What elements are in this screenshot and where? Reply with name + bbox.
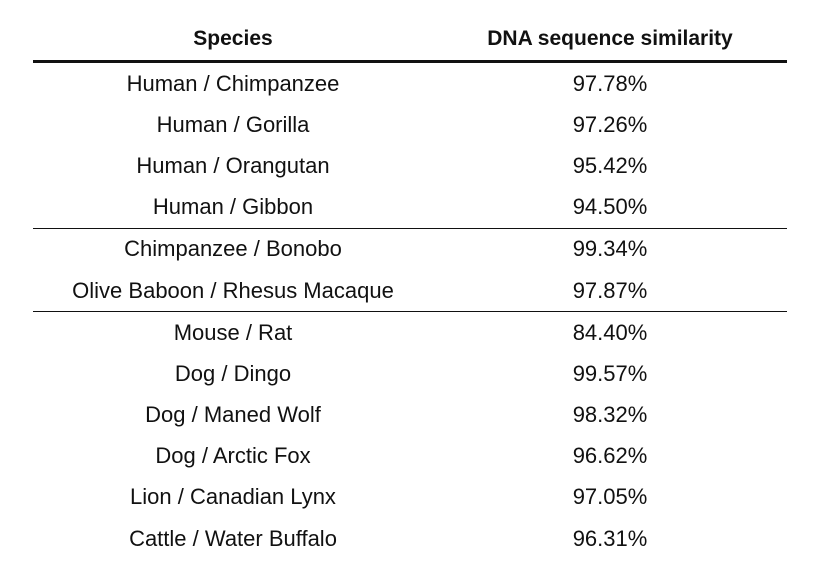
- similarity-cell: 97.87%: [433, 269, 787, 313]
- similarity-cell: 97.05%: [572, 484, 648, 510]
- table-row: Human / Gorilla 97.26%: [33, 104, 787, 145]
- table-row: Lion / Canadian Lynx 97.05%: [33, 477, 787, 518]
- table-row: Olive Baboon / Rhesus Macaque 97.87%: [33, 269, 787, 313]
- species-cell: Dog / Dingo: [174, 360, 292, 386]
- species-cell: Human / Chimpanzee: [126, 70, 340, 96]
- table-row: Human / Orangutan 95.42%: [33, 145, 787, 186]
- table-row: Dog / Arctic Fox 96.62%: [33, 436, 787, 477]
- species-cell: Olive Baboon / Rhesus Macaque: [33, 269, 433, 313]
- similarity-cell: 99.57%: [572, 360, 648, 386]
- similarity-cell: 96.62%: [572, 443, 648, 469]
- column-header-species: Species: [33, 18, 433, 63]
- species-cell: Dog / Arctic Fox: [155, 443, 311, 469]
- species-cell: Cattle / Water Buffalo: [129, 525, 337, 551]
- dna-similarity-table-container: Species DNA sequence similarity Human / …: [33, 18, 787, 559]
- similarity-cell: 94.50%: [433, 186, 787, 229]
- dna-similarity-table: Species DNA sequence similarity Human / …: [33, 18, 787, 559]
- similarity-cell: 98.32%: [572, 402, 648, 428]
- table-row: Dog / Dingo 99.57%: [33, 353, 787, 394]
- similarity-cell: 99.34%: [572, 236, 648, 262]
- table-header-row: Species DNA sequence similarity: [33, 18, 787, 63]
- species-cell: Chimpanzee / Bonobo: [124, 236, 342, 262]
- table-row: Chimpanzee / Bonobo 99.34%: [33, 228, 787, 270]
- species-cell: Human / Orangutan: [136, 152, 330, 178]
- table-row: Dog / Maned Wolf 98.32%: [33, 395, 787, 436]
- table-row: Human / Chimpanzee 97.78%: [33, 62, 787, 105]
- species-cell: Dog / Maned Wolf: [145, 402, 321, 428]
- table-row: Mouse / Rat 84.40%: [33, 312, 787, 354]
- similarity-cell: 97.26%: [572, 111, 648, 137]
- species-cell: Lion / Canadian Lynx: [130, 484, 336, 510]
- table-row: Cattle / Water Buffalo 96.31%: [33, 518, 787, 559]
- species-cell: Mouse / Rat: [173, 319, 293, 345]
- similarity-cell: 97.78%: [572, 70, 648, 96]
- similarity-cell: 84.40%: [572, 319, 648, 345]
- table-row: Human / Gibbon 94.50%: [33, 186, 787, 229]
- species-cell: Human / Gibbon: [33, 186, 433, 229]
- species-cell: Human / Gorilla: [156, 111, 310, 137]
- similarity-cell: 95.42%: [572, 152, 648, 178]
- column-header-similarity: DNA sequence similarity: [433, 18, 787, 63]
- similarity-cell: 96.31%: [572, 525, 648, 551]
